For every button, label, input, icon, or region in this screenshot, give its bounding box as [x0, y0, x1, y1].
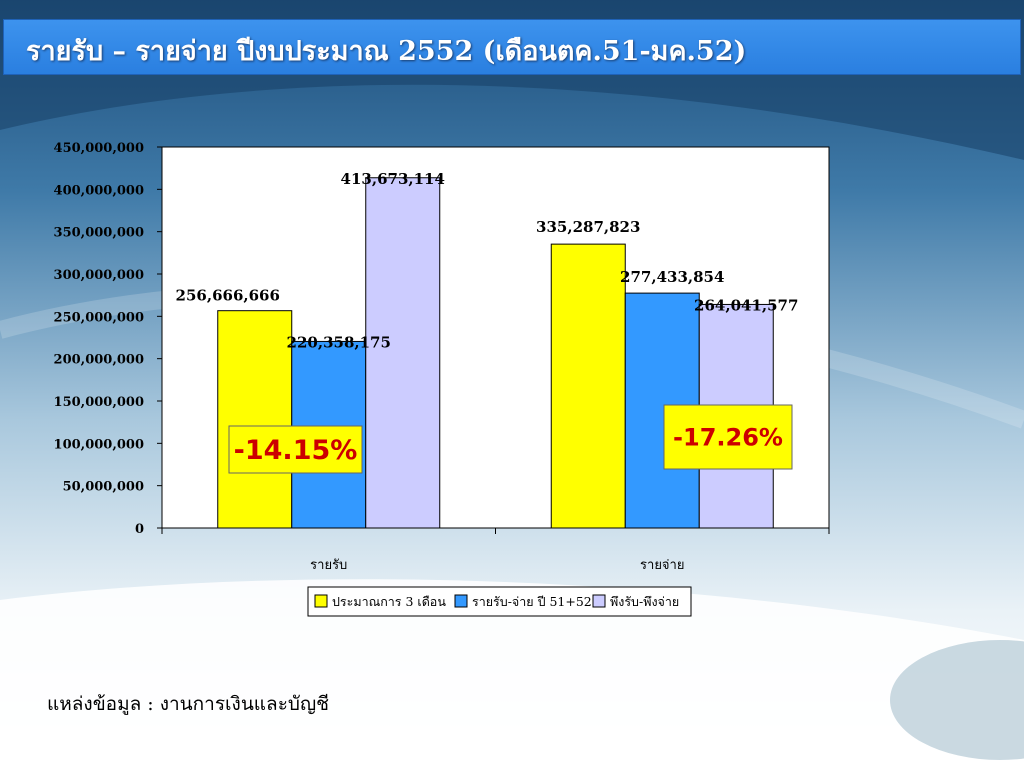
- callout-text: -14.15%: [234, 435, 358, 466]
- bar-value-label: 256,666,666: [176, 287, 280, 305]
- y-tick-label: 150,000,000: [54, 395, 144, 410]
- y-tick-label: 450,000,000: [54, 141, 144, 156]
- slide-title: รายรับ – รายจ่าย ปีงบประมาณ 2552 (เดือนต…: [26, 36, 747, 67]
- bar-value-label: 335,287,823: [536, 218, 640, 236]
- x-category-label: รายจ่าย: [640, 558, 684, 573]
- y-tick-label: 50,000,000: [63, 480, 144, 495]
- bar-value-label: 220,358,175: [287, 333, 391, 351]
- y-tick-label: 250,000,000: [54, 310, 144, 325]
- y-tick-label: 0: [135, 522, 144, 537]
- bar: [550, 243, 626, 529]
- legend-swatch: [314, 594, 328, 608]
- callout-text: -17.26%: [673, 424, 783, 452]
- legend-label: ประมาณการ 3 เดือน: [332, 594, 446, 609]
- legend-swatch: [592, 594, 606, 608]
- legend-label: พึงรับ-พึงจ่าย: [610, 594, 679, 609]
- data-source-note: แหล่งข้อมูล : งานการเงินและบัญชี: [47, 693, 330, 715]
- y-tick-label: 100,000,000: [54, 437, 144, 452]
- bar-value-label: 277,433,854: [620, 268, 724, 286]
- callout-box: [228, 425, 363, 474]
- title-bar: รายรับ – รายจ่าย ปีงบประมาณ 2552 (เดือนต…: [3, 19, 1021, 75]
- bar: [365, 177, 441, 529]
- x-category-label: รายรับ: [310, 558, 347, 573]
- y-tick-label: 300,000,000: [54, 268, 144, 283]
- bar: [217, 310, 293, 529]
- y-tick-label: 200,000,000: [54, 353, 144, 368]
- bar-value-label: 264,041,577: [694, 296, 798, 314]
- legend-label: รายรับ-จ่าย ปี 51+52: [472, 594, 592, 609]
- bar-value-label: 413,673,114: [341, 170, 445, 188]
- legend-swatch: [454, 594, 468, 608]
- y-tick-label: 400,000,000: [54, 183, 144, 198]
- percent-change-callout: -17.26%: [663, 404, 793, 470]
- y-tick-label: 350,000,000: [54, 226, 144, 241]
- percent-change-callout: -14.15%: [228, 425, 363, 474]
- legend-box: [307, 586, 692, 617]
- callout-box: [663, 404, 793, 470]
